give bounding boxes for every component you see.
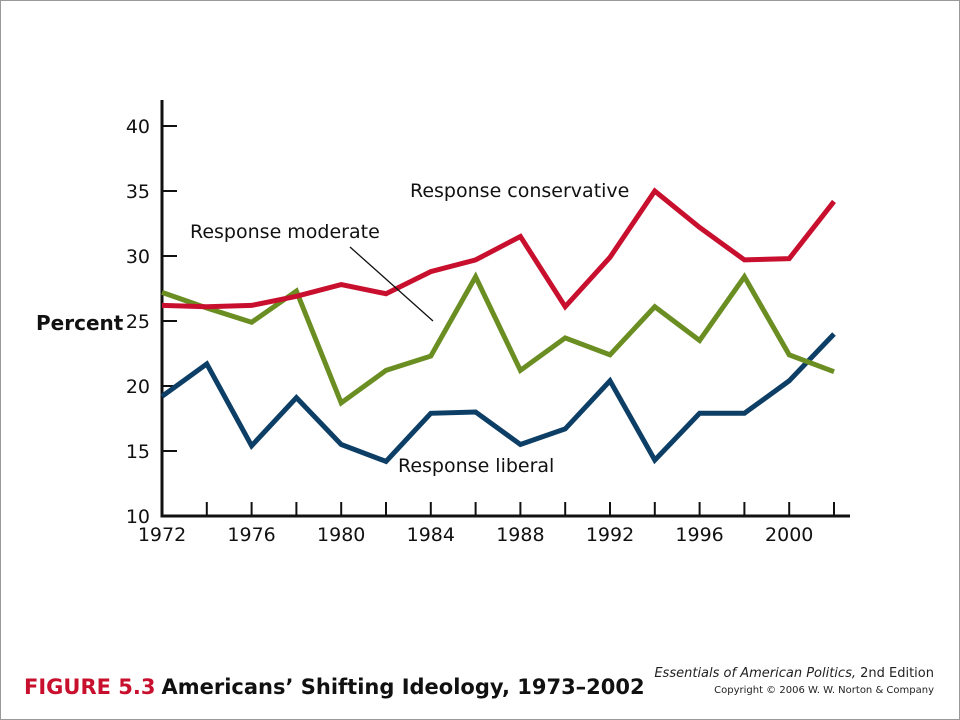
x-tick-label: 1976	[227, 524, 275, 546]
book-title: Essentials of American Politics, 2nd Edi…	[654, 666, 934, 681]
figure-caption: FIGURE 5.3 Americans’ Shifting Ideology, …	[24, 675, 645, 699]
moderate-leader-line	[349, 246, 434, 322]
figure-number: FIGURE 5.3	[24, 675, 156, 699]
y-tick-label: 25	[126, 311, 150, 333]
x-tick-label: 1972	[138, 524, 186, 546]
y-tick-label: 15	[126, 441, 150, 463]
y-tick-label: 40	[126, 116, 150, 138]
response-conservative-label: Response conservative	[410, 180, 629, 202]
y-tick-label: 10	[126, 506, 150, 528]
figure-title: Americans’ Shifting Ideology, 1973–2002	[161, 675, 645, 699]
x-tick-label: 1980	[317, 524, 365, 546]
copyright-notice: Copyright © 2006 W. W. Norton & Company	[714, 685, 934, 696]
y-tick-label: 35	[126, 181, 150, 203]
response-liberal-label: Response liberal	[398, 455, 554, 477]
x-tick-label: 1992	[586, 524, 634, 546]
x-tick-label: 2000	[765, 524, 813, 546]
y-tick-label: 30	[126, 246, 150, 268]
y-axis-title: Percent	[36, 311, 124, 335]
x-tick-label: 1988	[496, 524, 544, 546]
book-title-name: Essentials of American Politics,	[654, 666, 856, 681]
response-moderate-line	[161, 271, 835, 407]
response-moderate-label: Response moderate	[190, 221, 380, 243]
book-edition: 2nd Edition	[855, 666, 934, 681]
response-conservative-line	[161, 187, 836, 311]
response-liberal-line	[160, 332, 836, 465]
x-tick-label: 1984	[407, 524, 455, 546]
y-tick-label: 20	[126, 376, 150, 398]
x-tick-label: 1996	[675, 524, 723, 546]
